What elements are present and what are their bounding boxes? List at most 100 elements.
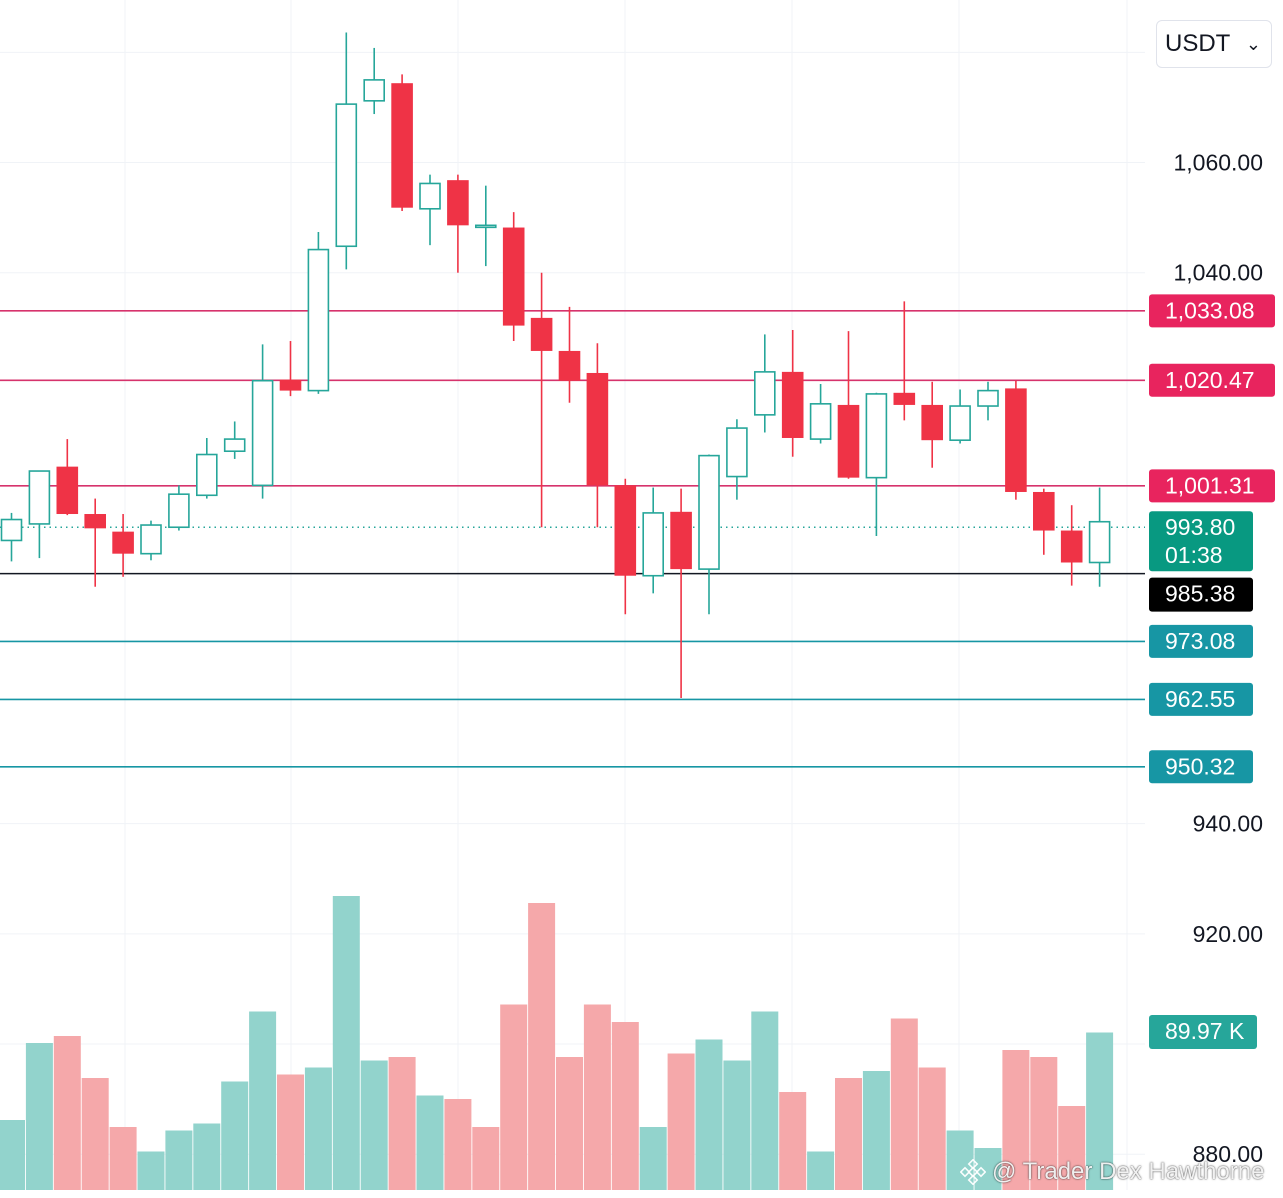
candle-down (670, 488, 692, 699)
volume-bar (360, 1060, 388, 1190)
volume-bar (974, 1148, 1002, 1190)
resistance-price-tag-text: 1,033.08 (1165, 297, 1255, 323)
candle-down (530, 272, 553, 528)
candle-body (363, 79, 386, 102)
support-price-tag: 962.55 (1149, 682, 1253, 716)
support-price-tag: 973.08 (1149, 624, 1253, 658)
price-tags: 1,033.08 1,020.47 1,001.31 973.08 962.55 950.… (1149, 294, 1275, 1049)
volume-bar (444, 1099, 472, 1190)
candle-down (112, 514, 134, 577)
candle-down (586, 343, 609, 528)
candle-body (642, 512, 665, 577)
candle-up (753, 334, 776, 433)
candle-up (223, 421, 246, 459)
candle-body (530, 317, 553, 351)
volume-bar (1030, 1057, 1058, 1190)
volume-bar (109, 1127, 137, 1190)
candle-up (0, 512, 23, 562)
candle-up (140, 520, 162, 561)
currency-select[interactable]: USDT ⌄ (1156, 20, 1272, 68)
volume-bar (416, 1095, 444, 1190)
y-tick-label: 1,040.00 (1173, 260, 1263, 286)
candle-down (56, 439, 79, 516)
candle-body (614, 485, 637, 576)
candle-down (1005, 380, 1027, 500)
candle-body (474, 224, 497, 229)
candle-down (84, 498, 106, 587)
volume-bar (862, 1071, 890, 1190)
last-price-tag-background (1149, 511, 1253, 572)
volume-bar (249, 1011, 277, 1190)
candles (0, 32, 1111, 699)
candle-up (1088, 487, 1111, 587)
candle-body (502, 227, 525, 326)
volume-bar (1058, 1106, 1086, 1190)
volume-bar (500, 1004, 528, 1190)
candle-body (837, 404, 860, 478)
candle-body (921, 404, 943, 441)
volume-bar (918, 1067, 946, 1190)
candle-body (196, 453, 218, 497)
candle-down (893, 301, 916, 421)
volume-bar (611, 1022, 639, 1190)
candle-body (0, 518, 23, 542)
candle-body (753, 371, 776, 416)
candle-body (335, 103, 358, 248)
candle-up (28, 470, 51, 559)
candle-body (781, 371, 804, 438)
support-price-tag-background (1149, 750, 1253, 784)
candle-down (1033, 488, 1055, 555)
candle-body (726, 427, 748, 478)
candle-up (809, 383, 832, 444)
resistance-price-tag: 1,001.31 (1149, 469, 1275, 503)
volume-value-tag: 89.97 K (1149, 1015, 1257, 1049)
volume-bar (304, 1067, 332, 1190)
candle-body (140, 524, 162, 555)
candle-body (698, 454, 720, 570)
resistance-price-tag-background (1149, 294, 1275, 328)
candle-body (1088, 520, 1111, 564)
support-price-tag-background (1149, 682, 1253, 716)
candle-body (279, 379, 302, 391)
candle-up (726, 419, 748, 500)
candle-down (614, 478, 637, 615)
candle-body (558, 350, 581, 381)
candle-body (84, 514, 106, 529)
candle-up (363, 47, 386, 115)
volume-bar (472, 1127, 500, 1190)
candle-body (1005, 388, 1027, 492)
candle-up (698, 454, 720, 615)
volume-bar (25, 1043, 53, 1190)
candle-body (251, 379, 274, 487)
candle-down (447, 174, 469, 273)
volume-bar (81, 1078, 109, 1190)
volume-bar (1002, 1050, 1030, 1190)
candle-body (307, 248, 330, 392)
volume-bar (695, 1039, 723, 1190)
volume-bar (639, 1127, 667, 1190)
volume-bar (667, 1053, 695, 1190)
resistance-price-tag: 1,020.47 (1149, 363, 1275, 397)
volume-bar (890, 1018, 918, 1190)
y-tick-label: 880.00 (1193, 1141, 1263, 1167)
candle-down (781, 330, 804, 457)
volume-bar (165, 1130, 193, 1190)
candle-up (196, 437, 218, 499)
volume-bar (779, 1092, 807, 1190)
support-price-tag-text: 962.55 (1165, 686, 1235, 712)
volume-bar (277, 1074, 304, 1190)
volume-bar (751, 1011, 779, 1190)
candle-down (279, 341, 302, 397)
y-tick-label: 920.00 (1193, 921, 1263, 947)
volume-bar (723, 1060, 751, 1190)
volume-bar (835, 1078, 862, 1190)
volume-bar (221, 1081, 249, 1190)
candle-body (419, 182, 441, 210)
grid (0, 0, 1145, 1190)
resistance-price-tag-background (1149, 469, 1275, 503)
last-price-tag-text: 01:38 (1165, 542, 1223, 568)
candle-up (949, 389, 971, 444)
candle-body (893, 392, 916, 405)
